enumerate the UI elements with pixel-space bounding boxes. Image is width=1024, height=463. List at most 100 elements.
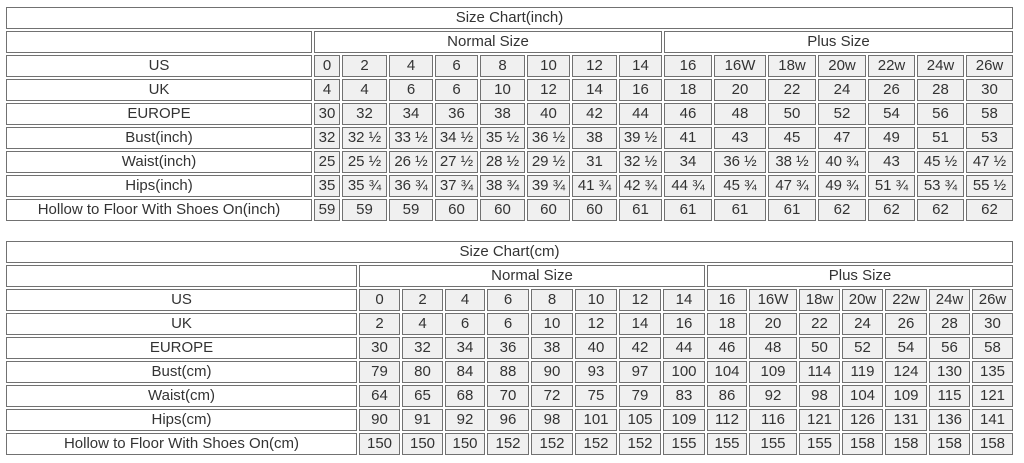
- size-value-cell: 26: [868, 79, 915, 101]
- size-value-cell: 16: [707, 289, 747, 311]
- size-value-cell: 141: [972, 409, 1013, 431]
- row-label: Hips(inch): [6, 175, 312, 197]
- size-value-cell: 150: [359, 433, 400, 455]
- size-value-cell: 84: [445, 361, 485, 383]
- size-value-cell: 58: [972, 337, 1013, 359]
- size-value-cell: 16: [663, 313, 705, 335]
- size-value-cell: 20w: [842, 289, 883, 311]
- size-value-cell: 109: [663, 409, 705, 431]
- size-value-cell: 98: [531, 409, 573, 431]
- size-value-cell: 20w: [818, 55, 866, 77]
- table-row: US 0 2 4 6 8 10 12 14 16 16W 18w 20w 22w 24w 26w: [6, 55, 1013, 77]
- size-value-cell: 38: [531, 337, 573, 359]
- size-value-cell: 104: [707, 361, 747, 383]
- size-value-cell: 25: [314, 151, 340, 173]
- size-value-cell: 18w: [768, 55, 816, 77]
- size-value-cell: 109: [749, 361, 797, 383]
- group-header-normal-size: Normal Size: [359, 265, 705, 287]
- size-value-cell: 131: [885, 409, 927, 431]
- size-value-cell: 10: [531, 313, 573, 335]
- size-value-cell: 47: [818, 127, 866, 149]
- row-label: Waist(cm): [6, 385, 357, 407]
- size-value-cell: 16: [619, 79, 662, 101]
- size-chart-inch-table: Size Chart(inch) Normal Size Plus Size US 0 2…: [4, 5, 1015, 223]
- size-value-cell: 28 ½: [480, 151, 525, 173]
- size-value-cell: 68: [445, 385, 485, 407]
- size-value-cell: 4: [342, 79, 387, 101]
- group-header-row: Normal Size Plus Size: [6, 31, 1013, 53]
- size-value-cell: 42 ¾: [619, 175, 662, 197]
- size-value-cell: 58: [966, 103, 1013, 125]
- size-value-cell: 33 ½: [389, 127, 433, 149]
- size-value-cell: 16W: [714, 55, 766, 77]
- size-value-cell: 121: [972, 385, 1013, 407]
- size-value-cell: 44 ¾: [664, 175, 712, 197]
- size-value-cell: 28: [917, 79, 964, 101]
- size-value-cell: 136: [929, 409, 970, 431]
- size-value-cell: 26w: [966, 55, 1013, 77]
- table-row: Hips(inch) 35 35 ¾ 36 ¾ 37 ¾ 38 ¾ 39 ¾ 41 ¾ 42 ¾…: [6, 175, 1013, 197]
- size-value-cell: 100: [663, 361, 705, 383]
- size-value-cell: 36 ½: [714, 151, 766, 173]
- table-row: UK 4 4 6 6 10 12 14 16 18 20 22 24 26 28 30: [6, 79, 1013, 101]
- size-value-cell: 27 ½: [435, 151, 478, 173]
- size-value-cell: 46: [664, 103, 712, 125]
- table-row: EUROPE 30 32 34 36 38 40 42 44 46 48 50 52 54 56 58: [6, 337, 1013, 359]
- size-value-cell: 34: [664, 151, 712, 173]
- group-header-row: Normal Size Plus Size: [6, 265, 1013, 287]
- row-label: Hips(cm): [6, 409, 357, 431]
- size-value-cell: 60: [480, 199, 525, 221]
- size-value-cell: 124: [885, 361, 927, 383]
- size-value-cell: 62: [868, 199, 915, 221]
- size-value-cell: 43: [868, 151, 915, 173]
- size-value-cell: 51: [917, 127, 964, 149]
- size-value-cell: 22: [768, 79, 816, 101]
- title-row: Size Chart(inch): [6, 7, 1013, 29]
- size-value-cell: 20: [714, 79, 766, 101]
- size-value-cell: 14: [663, 289, 705, 311]
- size-value-cell: 119: [842, 361, 883, 383]
- size-value-cell: 6: [445, 313, 485, 335]
- size-value-cell: 41 ¾: [572, 175, 617, 197]
- size-value-cell: 30: [972, 313, 1013, 335]
- size-value-cell: 130: [929, 361, 970, 383]
- group-header-plus-size: Plus Size: [664, 31, 1013, 53]
- size-value-cell: 61: [619, 199, 662, 221]
- size-value-cell: 34: [445, 337, 485, 359]
- size-value-cell: 16W: [749, 289, 797, 311]
- size-value-cell: 98: [799, 385, 840, 407]
- row-label: EUROPE: [6, 103, 312, 125]
- size-value-cell: 10: [527, 55, 570, 77]
- size-value-cell: 40: [527, 103, 570, 125]
- size-value-cell: 49: [868, 127, 915, 149]
- size-value-cell: 93: [575, 361, 617, 383]
- size-value-cell: 38: [480, 103, 525, 125]
- row-label: US: [6, 289, 357, 311]
- size-value-cell: 45: [768, 127, 816, 149]
- header-spacer-cell: [6, 31, 312, 53]
- size-value-cell: 60: [572, 199, 617, 221]
- size-value-cell: 24w: [917, 55, 964, 77]
- size-value-cell: 30: [314, 103, 340, 125]
- group-header-normal-size: Normal Size: [314, 31, 662, 53]
- size-value-cell: 38: [572, 127, 617, 149]
- size-value-cell: 6: [487, 289, 529, 311]
- size-value-cell: 64: [359, 385, 400, 407]
- size-value-cell: 158: [929, 433, 970, 455]
- size-value-cell: 44: [619, 103, 662, 125]
- size-value-cell: 46: [707, 337, 747, 359]
- row-label: EUROPE: [6, 337, 357, 359]
- table-row: Bust(cm) 79 80 84 88 90 93 97 100 104 109 114 119 124…: [6, 361, 1013, 383]
- size-value-cell: 61: [768, 199, 816, 221]
- size-value-cell: 50: [799, 337, 840, 359]
- size-value-cell: 32 ½: [342, 127, 387, 149]
- table-row: UK 2 4 6 6 10 12 14 16 18 20 22 24 26 28 30: [6, 313, 1013, 335]
- size-value-cell: 62: [966, 199, 1013, 221]
- size-value-cell: 35 ¾: [342, 175, 387, 197]
- size-value-cell: 152: [575, 433, 617, 455]
- table-title-inch: Size Chart(inch): [6, 7, 1013, 29]
- size-value-cell: 12: [619, 289, 661, 311]
- size-value-cell: 54: [868, 103, 915, 125]
- size-value-cell: 26w: [972, 289, 1013, 311]
